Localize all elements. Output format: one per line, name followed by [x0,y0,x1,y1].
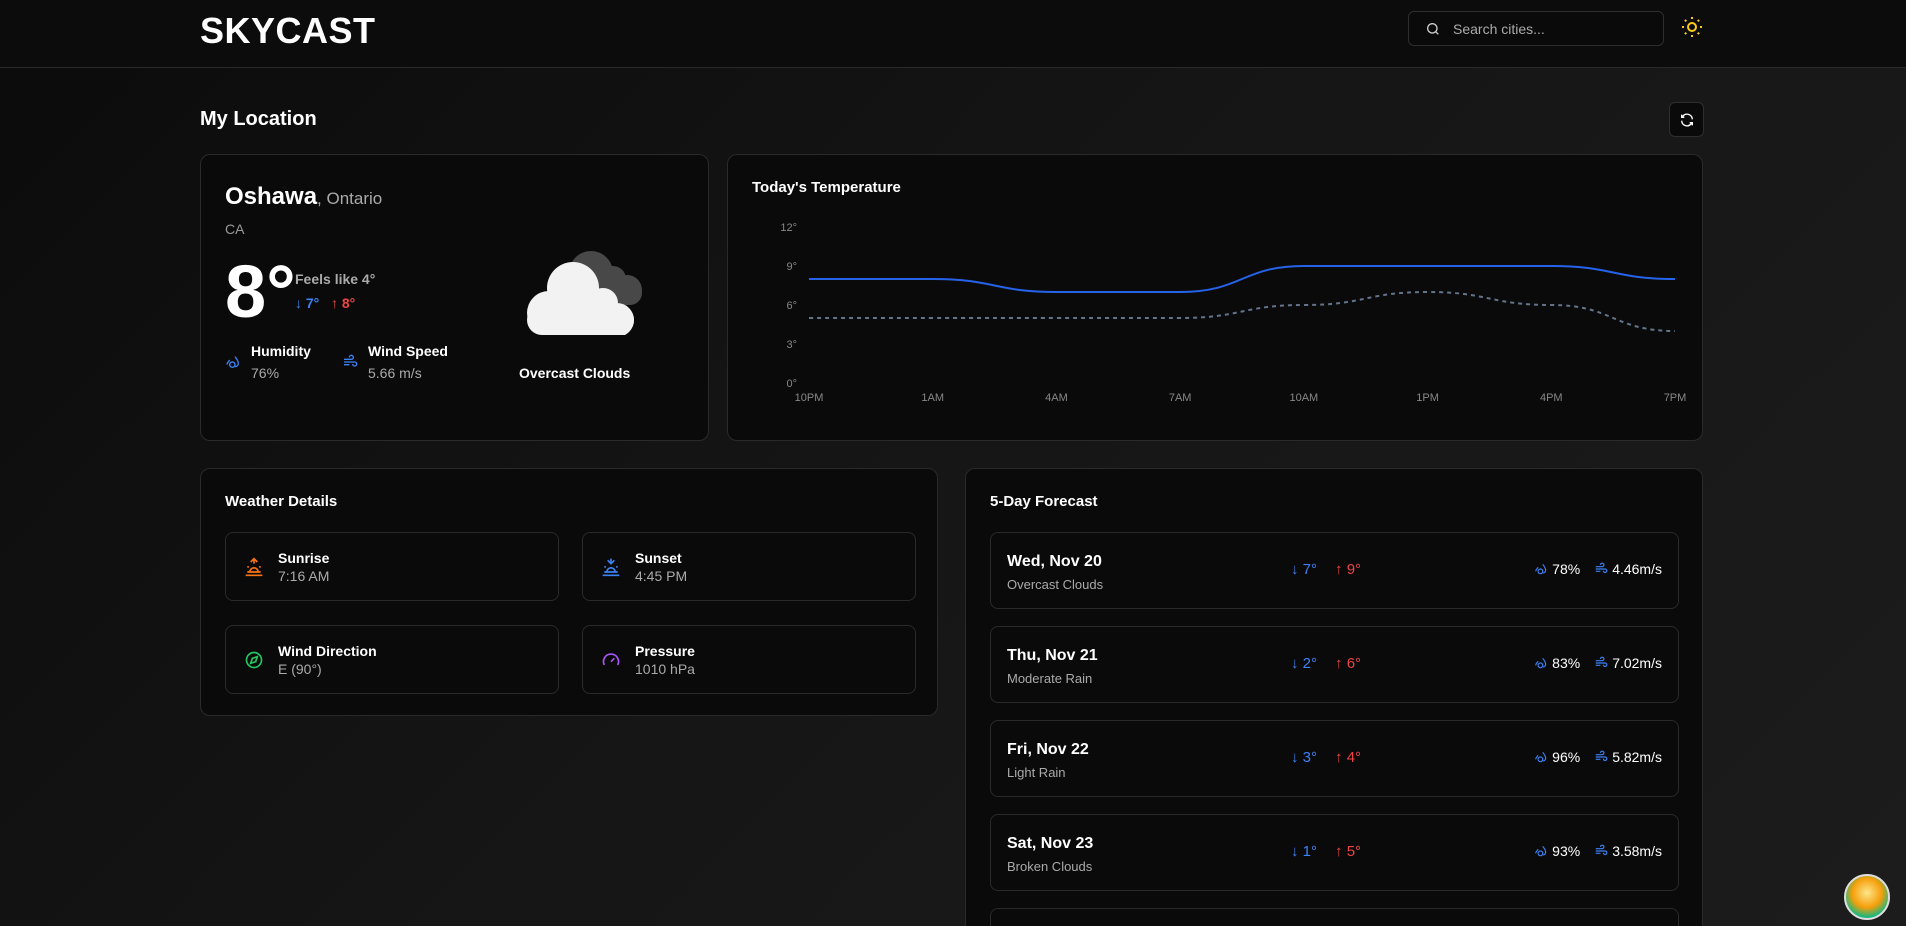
refresh-button[interactable] [1669,102,1704,137]
wind-icon [1595,844,1608,856]
temperature-chart: 0° 3° 6° 9° 12° 10PM 1AM 4AM 7AM 10AM 1PM 4PM 7PM [780,222,1687,404]
forecast-day: Fri, Nov 22 [1007,741,1089,758]
current-temp: 8° [225,250,296,333]
forecast-stats: 93% 3.58m/s [1534,843,1662,859]
wind-icon [1595,750,1608,762]
y-tick-label: 9° [786,261,797,273]
forecast-day: Thu, Nov 21 [1007,647,1098,664]
detail-sunrise: Sunrise 7:16 AM [225,532,559,601]
search-input[interactable] [1453,20,1643,37]
x-tick-label: 7PM [1664,392,1687,404]
condition-label: Overcast Clouds [519,365,631,381]
forecast-temps: ↓ 2° ↑ 6° [1291,655,1362,672]
current-weather-card: Oshawa, Ontario CA 8° Feels like 4° ↓ 7°… [200,154,709,441]
forecast-card: 5-Day Forecast Wed, Nov 20 Overcast Clou… [965,468,1703,926]
series-line-solid [809,265,1676,293]
forecast-condition: Broken Clouds [1007,859,1093,874]
forecast-row[interactable] [990,908,1679,926]
droplets-icon [1535,564,1547,575]
details-title: Weather Details [225,493,338,510]
header: SKYCAST [0,0,1906,68]
wind-icon [1595,562,1608,574]
refresh-icon [1680,113,1693,126]
wind-icon [344,354,358,367]
detail-wind-direction: Wind Direction E (90°) [225,625,559,694]
droplets-icon [1535,658,1547,669]
temperature-chart-card: Today's Temperature 0° 3° 6° 9° 12° 10PM 1AM 4A… [727,154,1703,441]
weather-details-card: Weather Details Sunrise 7:16 AM Sunset 4:4… [200,468,938,716]
min-max: ↓ 7° ↑ 8° [295,295,356,311]
humidity-stat: Humidity 76% [225,343,311,381]
section-title: My Location [200,108,317,130]
feels-like: Feels like 4° [295,271,376,287]
detail-pressure: Pressure 1010 hPa [582,625,916,694]
droplets-icon [1535,846,1547,857]
forecast-day: Wed, Nov 20 [1007,553,1102,570]
x-tick-label: 10PM [795,392,824,404]
sunrise-icon [245,556,263,576]
forecast-stats: 83% 7.02m/s [1534,655,1662,671]
y-tick-label: 12° [780,222,797,234]
sun-icon [1682,17,1702,37]
search-box[interactable] [1408,11,1664,46]
forecast-day: Sat, Nov 23 [1007,835,1094,852]
forecast-condition: Overcast Clouds [1007,577,1104,592]
x-tick-label: 4AM [1045,392,1068,404]
forecast-row[interactable]: Thu, Nov 21 Moderate Rain ↓ 2° ↑ 6° 83% 7.… [990,626,1679,703]
y-tick-label: 0° [786,378,797,390]
x-tick-label: 1AM [921,392,944,404]
compass-icon [245,651,263,668]
forecast-temps: ↓ 7° ↑ 9° [1291,561,1362,578]
x-tick-label: 7AM [1169,392,1192,404]
wind-stat: Wind Speed 5.66 m/s [342,343,448,381]
y-tick-label: 3° [786,339,797,351]
x-tick-label: 1PM [1416,392,1439,404]
detail-sunset: Sunset 4:45 PM [582,532,916,601]
city-name: Oshawa, Ontario [225,183,383,210]
forecast-title: 5-Day Forecast [990,493,1098,510]
theme-toggle-button[interactable] [1678,13,1706,41]
droplets-icon [226,356,240,368]
forecast-temps: ↓ 3° ↑ 4° [1291,749,1362,766]
gauge-icon [602,652,620,665]
country: CA [225,221,245,237]
forecast-stats: 96% 5.82m/s [1534,749,1662,765]
sunset-icon [602,558,620,576]
forecast-condition: Moderate Rain [1007,671,1093,686]
forecast-temps: ↓ 1° ↑ 5° [1291,843,1362,860]
forecast-row[interactable]: Wed, Nov 20 Overcast Clouds ↓ 7° ↑ 9° 78%… [990,532,1679,609]
forecast-condition: Light Rain [1007,765,1066,780]
series-line-dashed [809,290,1676,332]
y-tick-label: 6° [786,300,797,312]
search-icon [1427,22,1439,35]
x-tick-label: 4PM [1540,392,1563,404]
logo[interactable]: SKYCAST [200,10,376,51]
forecast-row[interactable]: Sat, Nov 23 Broken Clouds ↓ 1° ↑ 5° 93% 3.… [990,814,1679,891]
forecast-row[interactable]: Fri, Nov 22 Light Rain ↓ 3° ↑ 4° 96% 5.82m… [990,720,1679,797]
overcast-clouds-icon [527,251,642,335]
x-tick-label: 10AM [1289,392,1318,404]
avatar[interactable] [1844,874,1890,920]
chart-title: Today's Temperature [752,179,901,196]
forecast-stats: 78% 4.46m/s [1534,561,1662,577]
droplets-icon [1535,752,1547,763]
wind-icon [1595,656,1608,668]
